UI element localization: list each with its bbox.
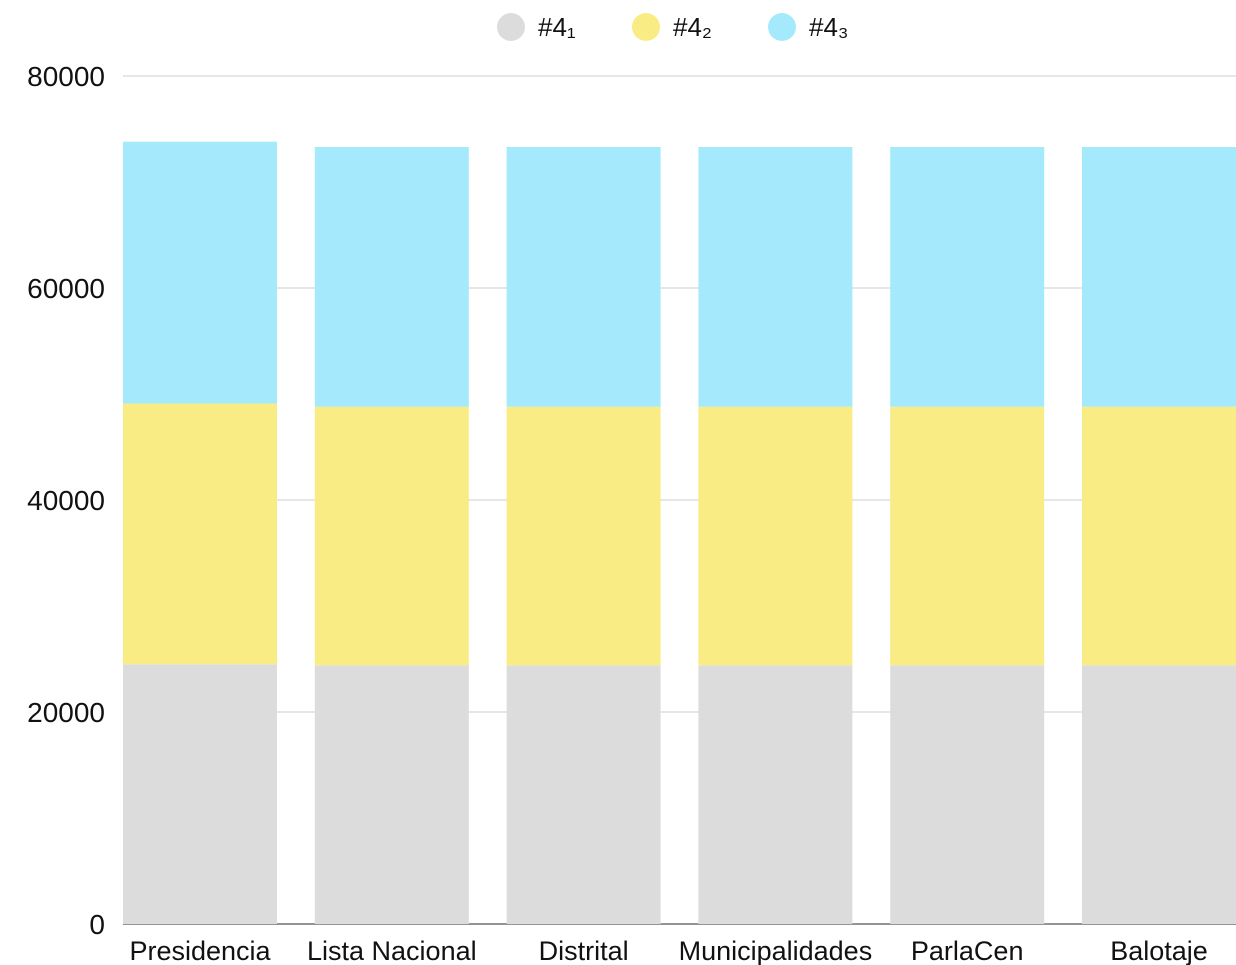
y-tick-label: 40000 [27,485,105,516]
bar-segment [890,147,1045,407]
bar-segment [698,147,853,407]
bar-segment [123,403,277,665]
legend-swatch [497,13,525,41]
bar-segment [314,406,469,666]
bar-segment [506,406,661,666]
bar-segment [890,406,1045,666]
y-axis-ticks: 0 20000 40000 60000 80000 [27,61,105,940]
legend-label: #4₂ [673,12,712,42]
x-tick-label: Presidencia [129,936,271,965]
gridlines [123,75,1236,925]
bar-segment [1082,406,1236,666]
bar-segment [506,147,661,407]
y-tick-label: 80000 [27,61,105,92]
bar-segment [506,665,661,924]
legend-swatch [768,13,796,41]
bar-segment [314,665,469,924]
legend: #4₁ #4₂ #4₃ [497,12,849,42]
bar-segment [314,147,469,407]
bar-segment [698,665,853,924]
x-tick-label: Lista Nacional [307,936,477,965]
bars [123,141,1236,924]
bar-segment [890,665,1045,924]
legend-label: #4₁ [538,12,576,42]
legend-swatch [632,13,660,41]
y-tick-label: 0 [89,909,105,940]
x-tick-label: Municipalidades [679,936,873,965]
bar-segment [123,141,277,404]
bar-segment [123,664,277,924]
x-tick-label: Balotaje [1110,936,1208,965]
bar-segment [1082,147,1236,407]
bar-segment [698,406,853,666]
x-tick-label: Distrital [539,936,629,965]
legend-label: #4₃ [809,12,849,42]
bar-segment [1082,665,1236,924]
y-tick-label: 60000 [27,273,105,304]
x-axis-labels: Presidencia Lista Nacional Distrital Munici… [129,936,1207,965]
x-tick-label: ParlaCen [911,936,1024,965]
y-tick-label: 20000 [27,697,105,728]
